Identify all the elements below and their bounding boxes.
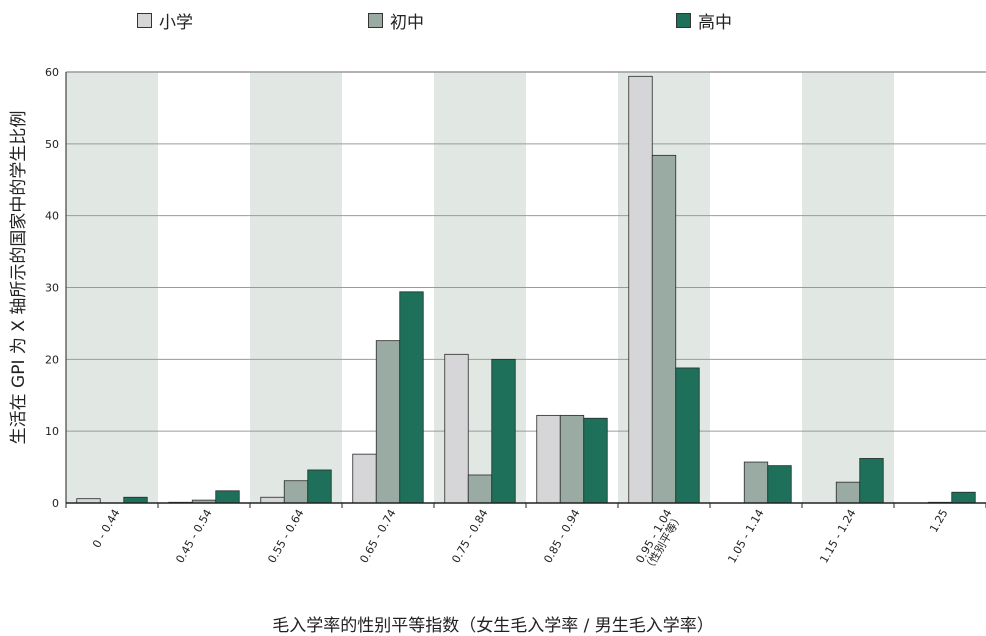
y-tick-label: 50 xyxy=(45,138,59,151)
x-axis-title: 毛入学率的性别平等指数（女生毛入学率 / 男生毛入学率） xyxy=(272,616,714,636)
bar xyxy=(859,458,884,504)
bar xyxy=(951,491,976,504)
bar xyxy=(835,481,861,504)
bar xyxy=(743,461,769,504)
bar xyxy=(767,465,792,504)
bar xyxy=(260,496,285,504)
legend-label-upper-secondary: 高中 xyxy=(698,13,732,33)
legend-item-upper-secondary: 高中 xyxy=(676,8,732,33)
y-axis-title: 生活在 GPI 为 X 轴所示的国家中的学生比例 xyxy=(9,111,29,445)
y-tick-label: 60 xyxy=(45,66,59,79)
x-tick-label: 0.75 - 0.84 xyxy=(449,507,490,565)
x-tick-label: 1.25 xyxy=(927,507,951,535)
x-tick-label: 1.05 - 1.14 xyxy=(725,507,766,565)
bar xyxy=(491,358,516,504)
y-tick-label: 40 xyxy=(45,210,59,223)
bar xyxy=(583,417,608,504)
y-tick-label: 30 xyxy=(45,282,59,295)
x-tick-label: 1.15 - 1.24 xyxy=(817,507,858,565)
legend-swatch-upper-secondary xyxy=(676,13,691,28)
bar xyxy=(352,453,377,504)
legend-label-lower-secondary: 初中 xyxy=(390,13,424,33)
bar xyxy=(399,291,424,504)
bar xyxy=(307,469,332,504)
bar xyxy=(628,75,653,504)
y-tick-label: 20 xyxy=(45,353,59,366)
x-tick-label: 0.85 - 0.94 xyxy=(541,507,582,565)
bar xyxy=(375,340,401,504)
y-tick-label: 0 xyxy=(52,497,59,510)
legend-swatch-lower-secondary xyxy=(368,13,383,28)
legend: 小学 初中 高中 xyxy=(0,8,986,33)
legend-item-primary: 小学 xyxy=(137,8,193,33)
bar xyxy=(444,353,469,504)
bar xyxy=(123,496,148,504)
bar xyxy=(536,414,561,504)
bar xyxy=(651,154,677,504)
legend-label-primary: 小学 xyxy=(159,13,193,33)
x-tick-label: 0 - 0.44 xyxy=(90,507,122,550)
legend-item-lower-secondary: 初中 xyxy=(368,8,424,33)
x-tick-label: 0.45 - 0.54 xyxy=(173,507,214,565)
x-tick-label: 0.65 - 0.74 xyxy=(357,507,398,565)
bar xyxy=(467,474,493,504)
bar xyxy=(215,490,240,504)
y-tick-label: 10 xyxy=(45,425,59,438)
bar xyxy=(559,414,585,504)
bar xyxy=(283,480,309,504)
legend-swatch-primary xyxy=(137,13,152,28)
x-tick-label: 0.55 - 0.64 xyxy=(265,507,306,565)
bar xyxy=(675,367,700,504)
